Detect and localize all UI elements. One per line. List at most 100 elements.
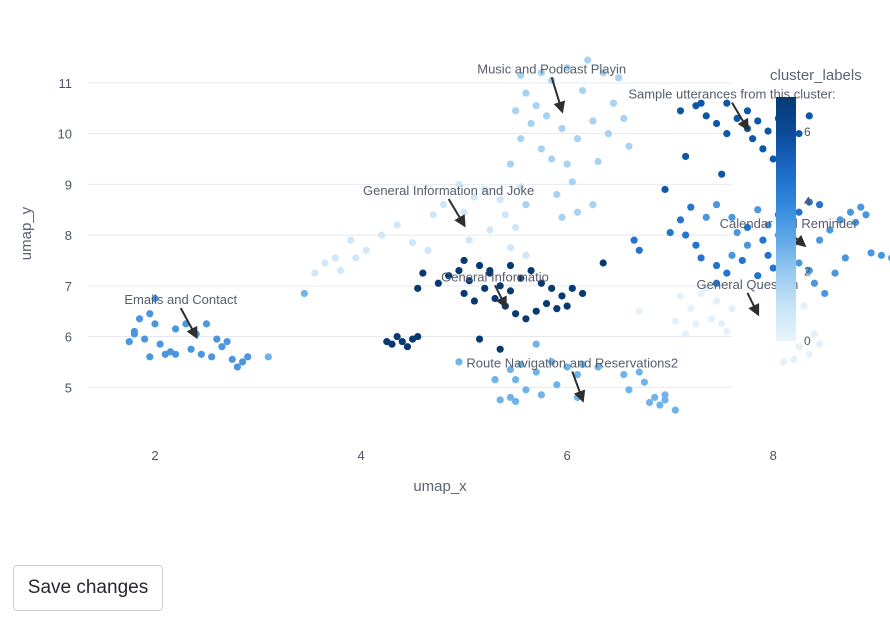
scatter-point [769, 155, 777, 163]
scatter-point [615, 74, 623, 82]
scatter-point [821, 289, 829, 298]
save-button[interactable]: Save changes [13, 565, 163, 611]
scatter-point [414, 284, 422, 292]
scatter-point [790, 355, 798, 363]
scatter-point [496, 345, 504, 353]
scatter-point [754, 272, 762, 280]
x-tick-label: 4 [357, 448, 364, 463]
scatter-point [455, 180, 463, 188]
scatter-point [697, 254, 705, 262]
scatter-point [862, 211, 870, 219]
scatter-point [161, 350, 169, 358]
scatter-point [218, 343, 226, 351]
scatter-point [331, 254, 339, 262]
scatter-point [671, 317, 679, 325]
scatter-chart: 5 6 7 8 9 10 11 2 4 6 8 umap_x umap_y Music and Podca… [18, 56, 890, 495]
scatter-point [779, 358, 788, 366]
scatter-point [223, 338, 231, 346]
scatter-point [512, 223, 520, 232]
scatter-point [661, 391, 669, 399]
scatter-point [589, 201, 597, 209]
scatter-point [609, 99, 618, 107]
scatter-point [749, 135, 757, 143]
scatter-point [692, 320, 700, 328]
colorbar-tick-label: 4 [804, 195, 811, 209]
scatter-point [542, 299, 551, 308]
colorbar-title: cluster_labels [770, 67, 862, 84]
scatter-point [135, 315, 144, 323]
scatter-point [764, 251, 772, 259]
scatter-point [506, 365, 515, 374]
scatter-point [676, 216, 685, 224]
scatter-point [506, 393, 515, 402]
scatter-point [321, 259, 329, 267]
scatter-point [393, 332, 401, 341]
scatter-point [810, 330, 819, 338]
scatter-point [171, 350, 180, 358]
x-tick-label: 6 [564, 448, 571, 463]
scatter-point [414, 332, 422, 341]
scatter-point [620, 114, 628, 123]
scatter-point [558, 124, 566, 133]
scatter-point [496, 282, 504, 290]
scatter-point [604, 130, 612, 138]
scatter-point [795, 130, 803, 138]
scatter-point [197, 350, 205, 358]
scatter-point [754, 206, 762, 214]
scatter-point [558, 213, 566, 221]
y-tick-label: 11 [59, 76, 73, 91]
scatter-point [455, 358, 463, 366]
scatter-point [723, 130, 731, 138]
scatter-point [151, 294, 159, 303]
scatter-point [702, 112, 710, 120]
scatter-point [841, 254, 849, 262]
y-tick-label: 8 [65, 228, 72, 243]
scatter-point [532, 102, 540, 110]
scatter-point [563, 64, 571, 72]
scatter-point [800, 302, 808, 310]
scatter-point [795, 208, 803, 216]
scatter-point [542, 112, 551, 120]
scatter-point [676, 107, 685, 115]
scatter-point [578, 360, 587, 369]
scatter-point [831, 269, 839, 277]
scatter-point [836, 216, 844, 224]
scatter-point [522, 315, 530, 323]
scatter-point [676, 292, 685, 300]
scatter-point [548, 155, 556, 163]
scatter-point [743, 223, 752, 232]
scatter-point [228, 355, 236, 363]
scatter-point [635, 368, 643, 376]
scatter-point [491, 376, 499, 384]
scatter-point [743, 107, 752, 115]
scatter-point [311, 269, 319, 277]
scatter-point [537, 69, 545, 77]
scatter-point [877, 251, 886, 259]
scatter-point [728, 251, 736, 259]
scatter-point [702, 284, 710, 292]
scatter-point [517, 360, 525, 369]
scatter-point [522, 201, 530, 209]
scatter-point [460, 208, 468, 216]
x-tick-label: 8 [770, 448, 777, 463]
scatter-point [548, 358, 556, 366]
y-tick-label: 9 [65, 177, 72, 192]
colorbar-tick-label: 0 [804, 334, 811, 348]
scatter-point [527, 119, 535, 128]
scatter-point [336, 266, 345, 275]
scatter-point [532, 307, 540, 315]
scatter-point [398, 338, 406, 346]
scatter-point [826, 226, 834, 234]
scatter-point [506, 261, 515, 270]
scatter-point [362, 246, 370, 254]
scatter-point [238, 358, 247, 366]
scatter-point [857, 203, 865, 211]
scatter-point [455, 266, 463, 275]
scatter-point [728, 213, 736, 221]
scatter-point [661, 185, 669, 194]
annotation-arrow [447, 198, 466, 228]
scatter-point [640, 378, 649, 386]
scatter-point [718, 320, 726, 328]
scatter-point [815, 340, 824, 348]
scatter-point [697, 99, 705, 107]
